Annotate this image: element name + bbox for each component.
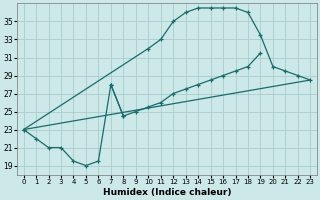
X-axis label: Humidex (Indice chaleur): Humidex (Indice chaleur) xyxy=(103,188,231,197)
